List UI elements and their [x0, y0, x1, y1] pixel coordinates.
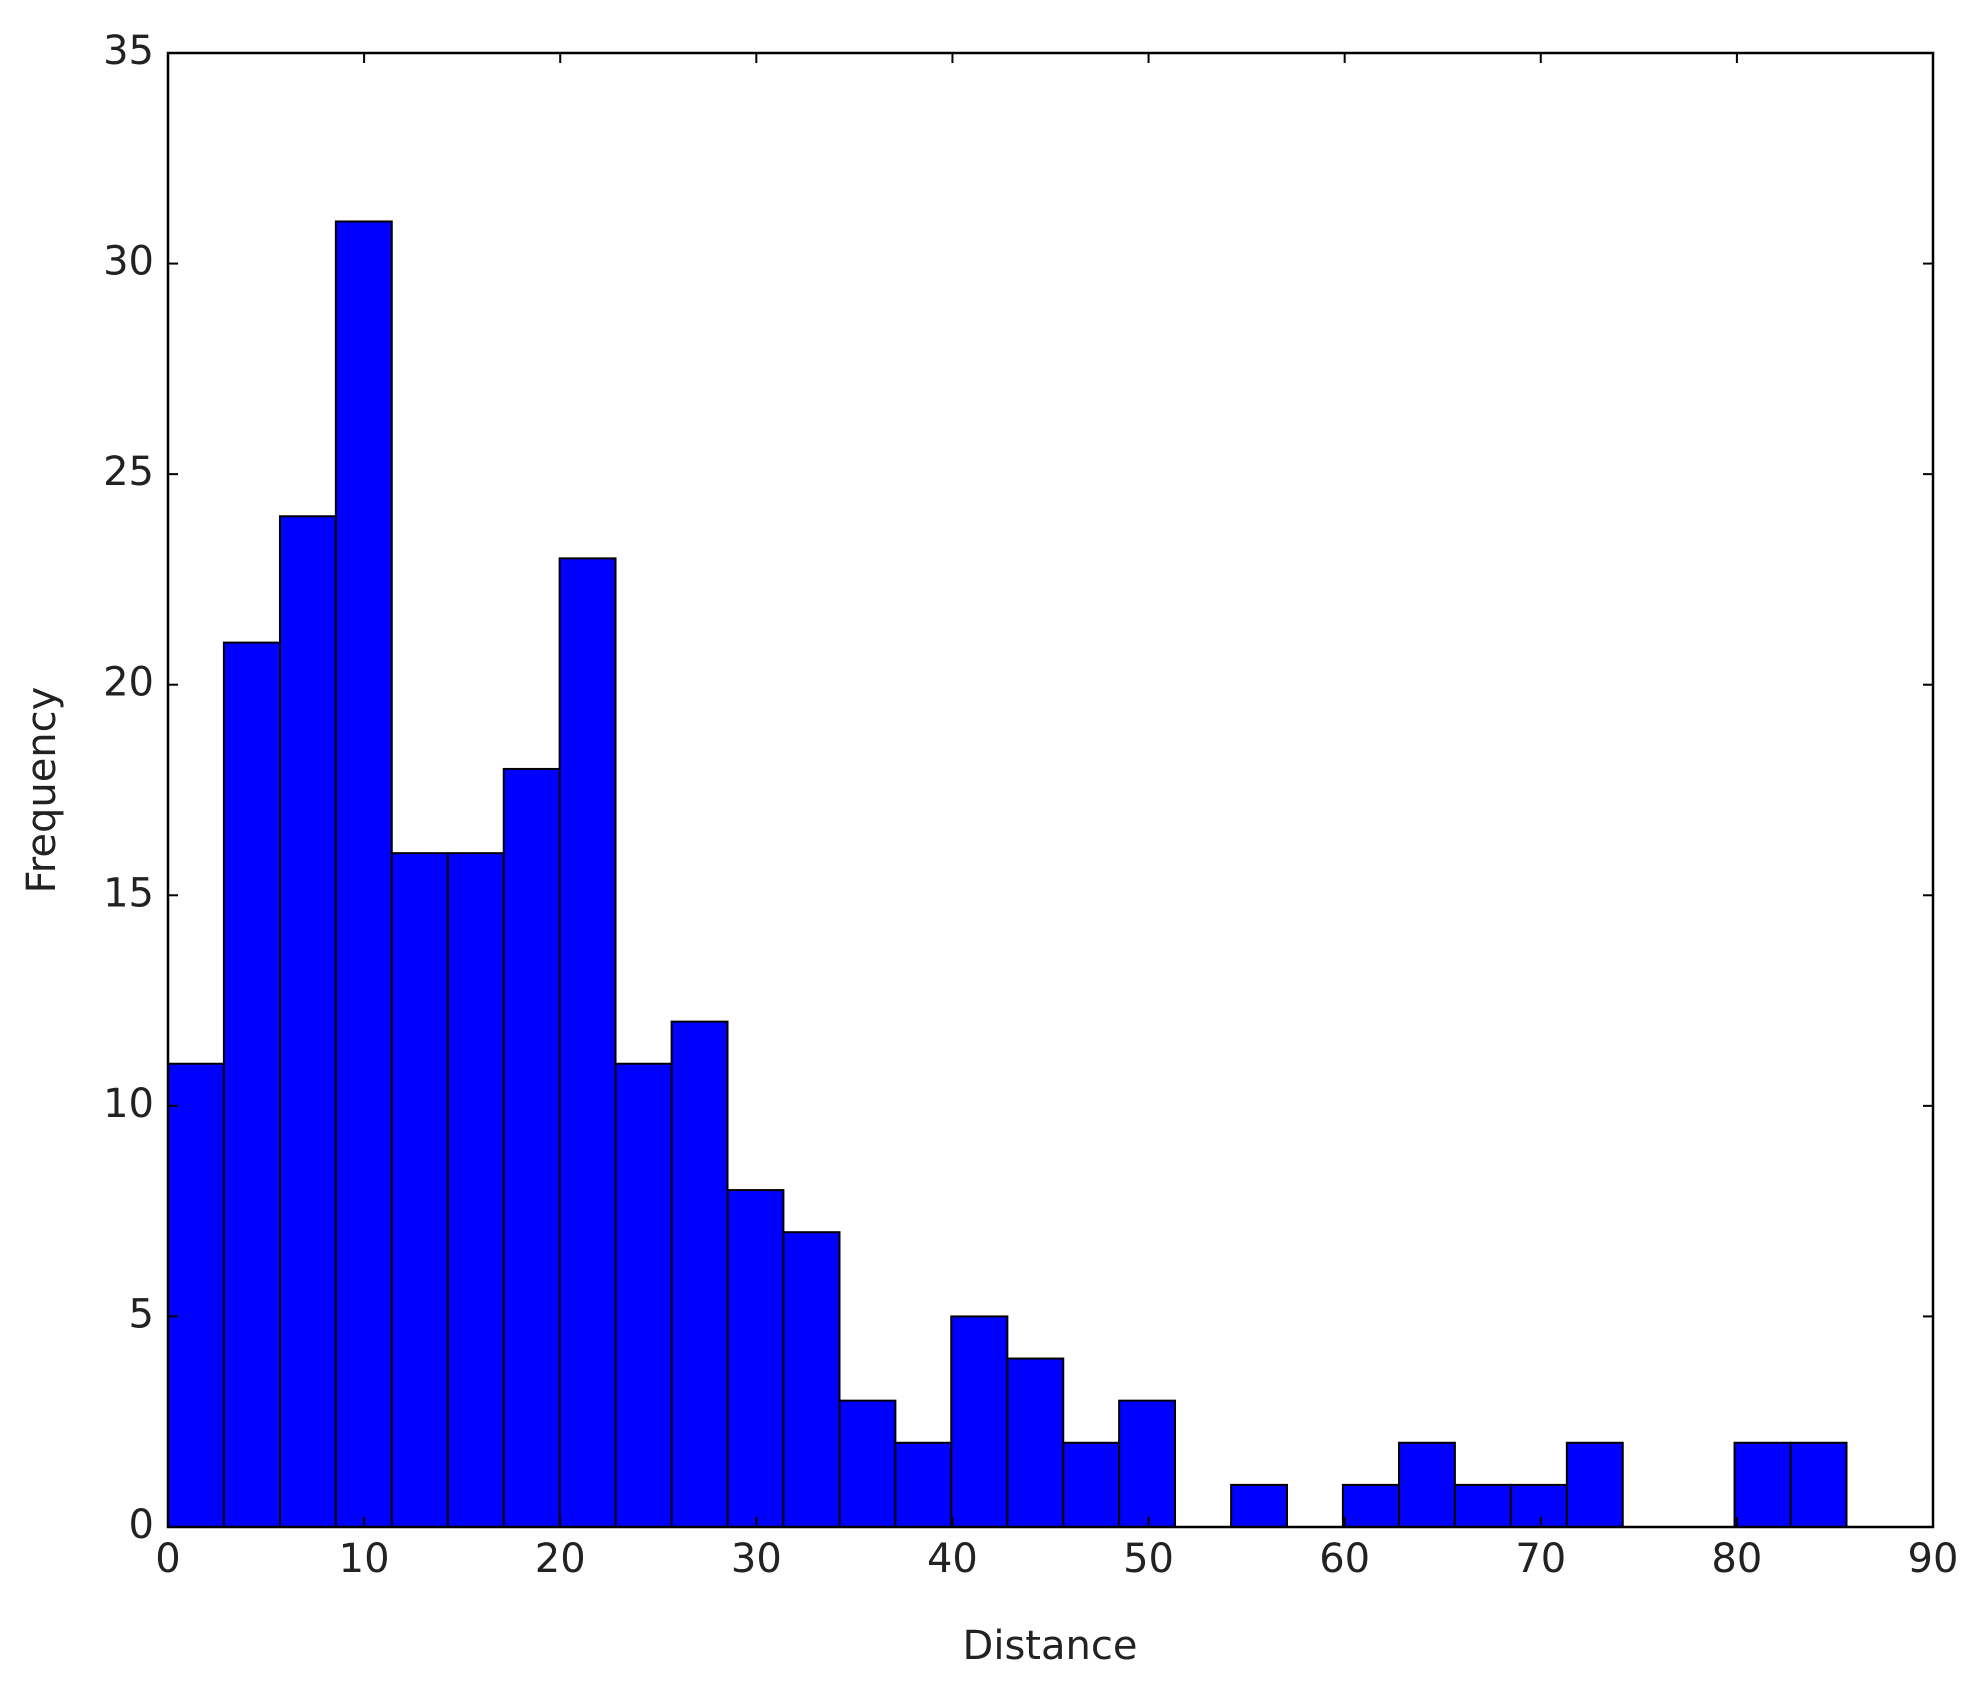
bar	[1341, 1483, 1400, 1529]
bar	[1397, 1441, 1456, 1529]
bar	[838, 1399, 897, 1528]
y-tick-label: 5	[129, 1291, 154, 1337]
y-tick-label: 30	[103, 239, 154, 285]
bar	[1062, 1441, 1121, 1529]
x-tick-label: 30	[731, 1536, 782, 1582]
x-tick-label: 0	[155, 1536, 180, 1582]
plot-frame	[166, 51, 1935, 1529]
bar	[1789, 1441, 1848, 1529]
bar	[782, 1231, 841, 1528]
bar	[278, 515, 337, 1528]
bar	[1509, 1483, 1568, 1529]
y-axis-label: Frequency	[19, 687, 65, 894]
y-tick-label: 15	[103, 870, 154, 916]
x-tick-label: 60	[1319, 1536, 1370, 1582]
bar	[1565, 1441, 1624, 1529]
y-tick-label: 25	[103, 449, 154, 495]
y-tick-label: 35	[103, 28, 154, 74]
x-axis-label: Distance	[963, 1623, 1138, 1669]
bar	[1006, 1357, 1065, 1528]
bar	[167, 1062, 225, 1528]
bar	[222, 641, 281, 1528]
bar	[558, 557, 617, 1528]
bar	[502, 767, 561, 1528]
bar	[950, 1315, 1009, 1529]
y-tick-label: 20	[103, 660, 154, 706]
x-tick-label: 80	[1711, 1536, 1762, 1582]
y-tick-label: 0	[129, 1502, 154, 1548]
x-tick-label: 90	[1908, 1536, 1959, 1582]
bar	[1453, 1483, 1512, 1529]
bar	[614, 1062, 673, 1528]
bar	[446, 852, 505, 1528]
bar	[1118, 1399, 1177, 1528]
x-tick-label: 40	[927, 1536, 978, 1582]
x-tick-label: 70	[1515, 1536, 1566, 1582]
bar	[1230, 1483, 1289, 1529]
bar	[1733, 1441, 1792, 1529]
bar	[894, 1441, 953, 1529]
bar	[334, 220, 393, 1528]
bar	[390, 852, 449, 1528]
bar	[670, 1020, 729, 1529]
y-tick-label: 10	[103, 1081, 154, 1127]
x-tick-label: 20	[535, 1536, 586, 1582]
x-tick-label: 50	[1123, 1536, 1174, 1582]
x-tick-label: 10	[339, 1536, 390, 1582]
bar	[726, 1189, 785, 1528]
